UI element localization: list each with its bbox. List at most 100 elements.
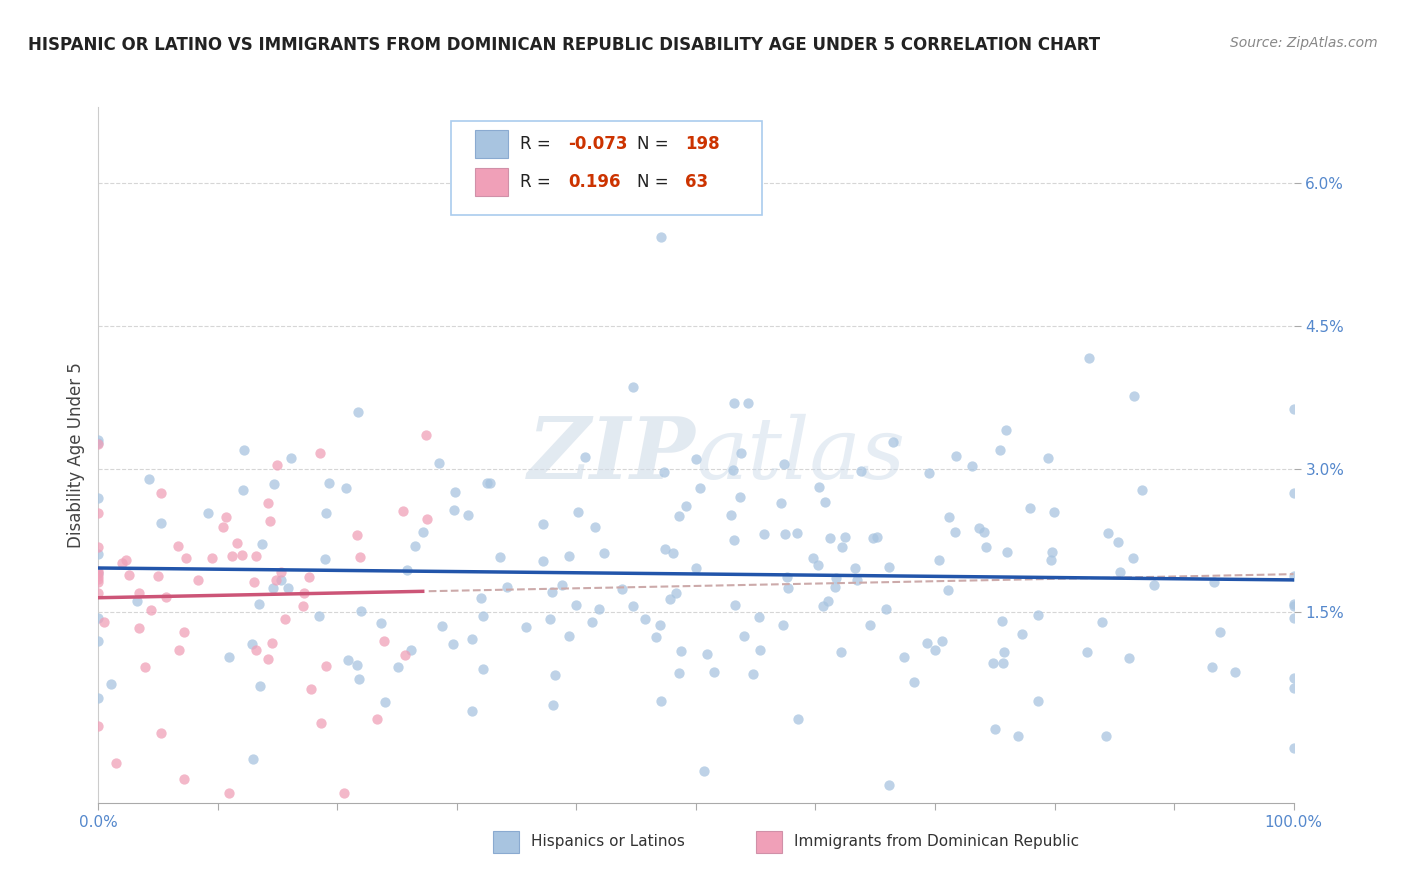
Point	[232, 483, 254, 497]
Point	[430, 619, 453, 633]
Point	[551, 577, 574, 591]
Point	[257, 652, 280, 666]
Point	[995, 423, 1018, 437]
Point	[315, 658, 337, 673]
Point	[138, 472, 160, 486]
Point	[565, 598, 588, 612]
Point	[915, 635, 938, 649]
Point	[1282, 599, 1305, 613]
Point	[264, 573, 287, 587]
Point	[347, 672, 370, 686]
Text: ZIP: ZIP	[529, 413, 696, 497]
Point	[318, 476, 340, 491]
Point	[558, 549, 581, 563]
Point	[1282, 569, 1305, 583]
FancyBboxPatch shape	[451, 121, 762, 215]
Point	[1204, 574, 1226, 589]
Point	[443, 484, 465, 499]
Point	[693, 764, 716, 779]
Point	[931, 634, 953, 648]
Point	[87, 566, 110, 580]
Text: N =: N =	[637, 173, 675, 191]
Point	[404, 539, 426, 553]
Point	[974, 540, 997, 554]
Point	[479, 475, 502, 490]
Point	[187, 573, 209, 587]
Point	[1040, 553, 1063, 567]
Point	[221, 549, 243, 563]
Point	[936, 583, 959, 598]
Point	[531, 516, 554, 531]
Point	[127, 594, 149, 608]
Point	[396, 562, 419, 576]
Point	[728, 490, 751, 504]
Point	[807, 558, 830, 573]
Point	[723, 396, 745, 410]
Point	[270, 565, 292, 579]
Point	[650, 694, 672, 708]
Point	[917, 467, 939, 481]
Point	[441, 637, 464, 651]
Point	[834, 530, 856, 544]
Text: Immigrants from Dominican Republic: Immigrants from Dominican Republic	[794, 834, 1078, 849]
Point	[298, 570, 321, 584]
Point	[581, 615, 603, 629]
Point	[472, 662, 495, 676]
Point	[807, 480, 830, 494]
Point	[350, 604, 373, 618]
Point	[754, 527, 776, 541]
Point	[969, 521, 991, 535]
Point	[215, 510, 238, 524]
Point	[1282, 681, 1305, 695]
Text: Source: ZipAtlas.com: Source: ZipAtlas.com	[1230, 36, 1378, 50]
Point	[247, 597, 270, 611]
Point	[960, 459, 983, 474]
Point	[335, 482, 357, 496]
Point	[266, 458, 288, 472]
Point	[621, 599, 644, 614]
Point	[346, 527, 368, 541]
Point	[150, 485, 173, 500]
Text: 198: 198	[685, 136, 720, 153]
Point	[993, 644, 1015, 658]
Point	[249, 680, 271, 694]
Point	[218, 650, 240, 665]
Point	[148, 569, 170, 583]
Point	[114, 553, 136, 567]
Point	[1108, 565, 1130, 579]
Point	[773, 457, 796, 471]
Point	[366, 712, 388, 726]
Point	[981, 657, 1004, 671]
Point	[844, 561, 866, 575]
Point	[392, 504, 415, 518]
Point	[634, 612, 657, 626]
Point	[538, 612, 561, 626]
Point	[87, 541, 110, 555]
Point	[831, 540, 853, 554]
Point	[262, 581, 284, 595]
Text: -0.073: -0.073	[568, 136, 627, 153]
Point	[943, 524, 966, 539]
Point	[1091, 615, 1114, 629]
Point	[93, 615, 115, 629]
Point	[470, 591, 492, 606]
Point	[721, 463, 744, 477]
Point	[1130, 483, 1153, 498]
Point	[583, 520, 606, 534]
Point	[770, 495, 793, 509]
Point	[1201, 659, 1223, 673]
Point	[1142, 578, 1164, 592]
Point	[669, 643, 692, 657]
Point	[574, 450, 596, 464]
Point	[1282, 671, 1305, 685]
Point	[299, 681, 322, 696]
FancyBboxPatch shape	[475, 130, 509, 158]
Point	[675, 499, 697, 513]
Point	[291, 599, 314, 613]
Point	[218, 786, 240, 800]
Point	[1282, 485, 1305, 500]
Point	[737, 396, 759, 410]
Point	[461, 704, 484, 718]
Point	[991, 657, 1014, 671]
Point	[830, 645, 852, 659]
